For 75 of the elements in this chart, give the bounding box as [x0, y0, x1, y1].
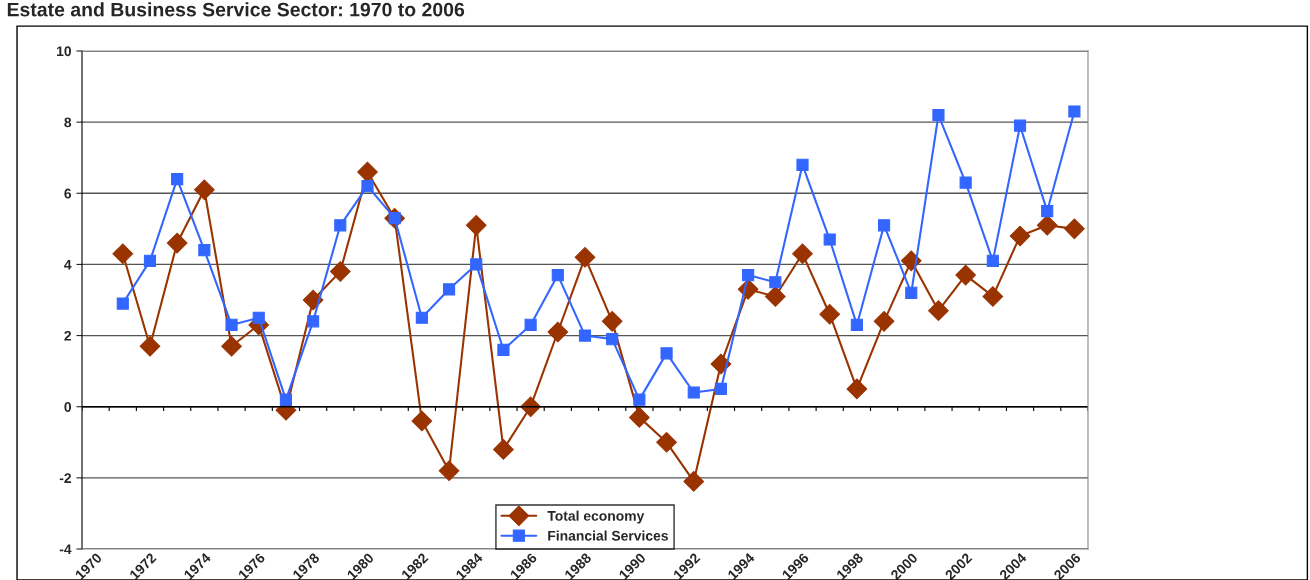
point	[1013, 119, 1027, 132]
point	[687, 386, 700, 399]
point	[819, 303, 841, 325]
point	[1036, 214, 1058, 236]
point	[497, 343, 510, 356]
point	[139, 335, 161, 357]
point	[982, 286, 1004, 307]
legend-label: Total economy	[547, 510, 645, 524]
point	[194, 179, 215, 201]
point	[329, 261, 351, 282]
point	[764, 286, 786, 307]
point	[873, 311, 895, 332]
point	[1064, 218, 1085, 240]
point	[415, 311, 428, 324]
point	[683, 471, 705, 492]
point	[1068, 105, 1081, 118]
point	[714, 382, 728, 395]
chart-title: Estate and Business Service Sector: 1970 to 2006	[7, 2, 465, 17]
point	[465, 214, 487, 236]
point	[955, 264, 976, 286]
point	[878, 219, 891, 232]
point	[438, 460, 460, 482]
point	[524, 318, 537, 331]
point	[601, 311, 623, 332]
point	[116, 297, 129, 310]
legend-label: Financial Services	[548, 530, 668, 541]
point	[411, 410, 433, 432]
y-tick-label: 6	[64, 188, 72, 199]
point	[112, 243, 134, 265]
point	[769, 276, 782, 289]
point	[1009, 225, 1031, 247]
point	[606, 333, 619, 346]
point	[1041, 205, 1054, 218]
y-tick-label: 8	[64, 117, 72, 128]
point	[442, 283, 456, 296]
point	[551, 269, 564, 282]
y-tick-label: 0	[64, 402, 72, 412]
point	[171, 172, 184, 186]
point	[279, 393, 292, 406]
point	[520, 396, 541, 418]
y-tick-label: -2	[59, 473, 72, 483]
point	[198, 244, 211, 257]
point	[846, 378, 868, 400]
point	[629, 407, 650, 428]
point	[986, 254, 999, 267]
point	[547, 321, 569, 343]
point	[493, 439, 514, 460]
y-tick-label: 4	[64, 259, 72, 270]
point	[959, 176, 972, 189]
y-tick-label: 10	[57, 46, 72, 57]
y-tick-label: 2	[64, 330, 72, 341]
point	[792, 243, 813, 265]
y-tick-label: -4	[59, 544, 72, 555]
point	[334, 219, 347, 232]
point	[932, 108, 945, 122]
point	[470, 258, 483, 271]
point	[221, 335, 242, 357]
point	[823, 233, 836, 246]
point	[361, 180, 374, 193]
point	[357, 161, 378, 183]
point	[656, 431, 677, 453]
point	[633, 393, 646, 406]
point	[796, 158, 809, 171]
point	[850, 318, 863, 331]
point	[928, 300, 949, 322]
point	[742, 269, 755, 282]
point	[660, 347, 673, 360]
point	[905, 286, 918, 299]
point	[574, 246, 596, 268]
point	[307, 315, 320, 328]
point	[143, 254, 157, 267]
point	[252, 311, 265, 324]
point	[225, 318, 238, 331]
point	[578, 329, 592, 342]
point	[166, 232, 188, 254]
